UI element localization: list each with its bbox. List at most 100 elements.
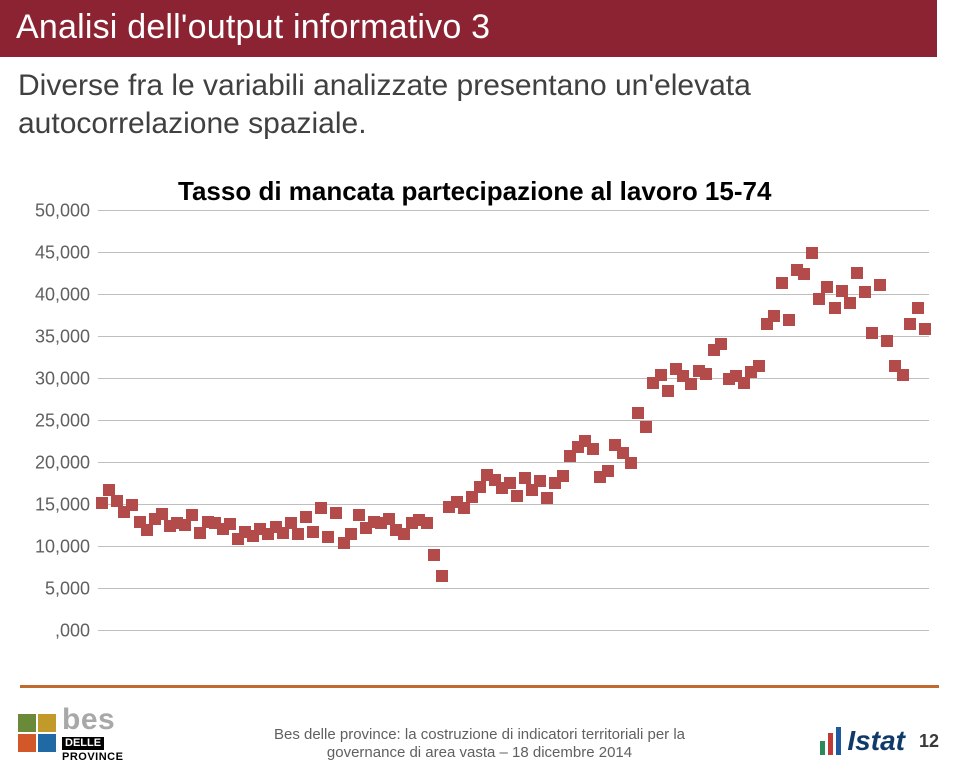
data-point [186, 509, 198, 521]
y-axis-label: 40,000 [35, 285, 98, 306]
data-point [557, 470, 569, 482]
data-point [776, 277, 788, 289]
chart-container: Tasso di mancata partecipazione al lavor… [8, 176, 939, 631]
istat-logo-text: Istat [847, 725, 905, 757]
y-axis-label: 50,000 [35, 201, 98, 222]
data-point [874, 279, 886, 291]
data-point [753, 360, 765, 372]
data-point [866, 327, 878, 339]
footer-line1: Bes delle province: la costruzione di in… [274, 726, 685, 745]
data-point [428, 549, 440, 561]
bes-square [38, 714, 56, 732]
data-point [519, 472, 531, 484]
data-point [919, 323, 931, 335]
data-point [587, 443, 599, 455]
y-axis-label: 15,000 [35, 495, 98, 516]
page-number: 12 [919, 731, 939, 752]
data-point [126, 499, 138, 511]
istat-bar [836, 727, 841, 755]
page-title: Analisi dell'output informativo 3 [16, 8, 921, 47]
data-point [821, 281, 833, 293]
data-point [330, 507, 342, 519]
data-point [798, 268, 810, 280]
y-axis-label: ,000 [55, 621, 98, 642]
footer-right: Istat 12 [820, 725, 939, 757]
data-point [292, 528, 304, 540]
data-point [322, 531, 334, 543]
data-point [345, 528, 357, 540]
data-point [436, 570, 448, 582]
data-point [625, 457, 637, 469]
data-point [738, 377, 750, 389]
y-axis-label: 25,000 [35, 411, 98, 432]
data-point [662, 385, 674, 397]
data-point [851, 267, 863, 279]
data-point [300, 511, 312, 523]
data-point [285, 517, 297, 529]
chart-plot-area: ,0005,00010,00015,00020,00025,00030,0003… [98, 211, 929, 631]
data-point [813, 293, 825, 305]
bes-square [18, 734, 36, 752]
data-point [307, 526, 319, 538]
footer-left: bes DELLE PROVINCE [18, 703, 123, 763]
data-point [844, 297, 856, 309]
title-bar: Analisi dell'output informativo 3 [0, 0, 937, 57]
bes-square [18, 714, 36, 732]
data-point [534, 475, 546, 487]
data-point [655, 369, 667, 381]
data-point [353, 509, 365, 521]
data-point [156, 508, 168, 520]
y-axis-label: 30,000 [35, 369, 98, 390]
data-point [685, 378, 697, 390]
y-axis-label: 35,000 [35, 327, 98, 348]
data-point [904, 318, 916, 330]
bes-logo-text: bes [62, 703, 115, 736]
data-point [768, 310, 780, 322]
data-point [700, 368, 712, 380]
data-point [224, 518, 236, 530]
data-point [632, 407, 644, 419]
chart-title: Tasso di mancata partecipazione al lavor… [8, 176, 939, 207]
bes-province: PROVINCE [62, 752, 123, 763]
bes-logo: bes DELLE PROVINCE [18, 703, 123, 763]
istat-bar [828, 733, 833, 755]
data-point [897, 369, 909, 381]
istat-bar [820, 741, 825, 755]
footer-line2: governance di area vasta – 18 dicembre 2… [274, 744, 685, 763]
y-axis-label: 45,000 [35, 243, 98, 264]
chart-markers [98, 211, 929, 631]
data-point [474, 481, 486, 493]
data-point [715, 338, 727, 350]
data-point [141, 524, 153, 536]
y-axis-label: 5,000 [45, 579, 98, 600]
data-point [829, 302, 841, 314]
footer-rule [20, 685, 939, 688]
data-point [541, 492, 553, 504]
data-point [836, 285, 848, 297]
istat-logo: Istat [820, 725, 905, 757]
data-point [640, 421, 652, 433]
footer-center-text: Bes delle province: la costruzione di in… [274, 726, 685, 764]
istat-logo-bars [820, 727, 841, 755]
data-point [194, 527, 206, 539]
data-point [458, 502, 470, 514]
bes-delle: DELLE [62, 737, 104, 750]
footer: bes DELLE PROVINCE Bes delle province: l… [0, 685, 959, 771]
data-point [783, 314, 795, 326]
data-point [859, 286, 871, 298]
bes-square [38, 734, 56, 752]
data-point [511, 490, 523, 502]
data-point [504, 477, 516, 489]
data-point [96, 497, 108, 509]
y-axis-label: 20,000 [35, 453, 98, 474]
bes-logo-squares [18, 714, 56, 752]
subtitle-text: Diverse fra le variabili analizzate pres… [0, 57, 959, 148]
bes-logo-subtitle: DELLE PROVINCE [62, 737, 123, 763]
data-point [912, 302, 924, 314]
y-axis-label: 10,000 [35, 537, 98, 558]
data-point [315, 502, 327, 514]
data-point [398, 528, 410, 540]
data-point [806, 247, 818, 259]
data-point [881, 335, 893, 347]
data-point [421, 517, 433, 529]
